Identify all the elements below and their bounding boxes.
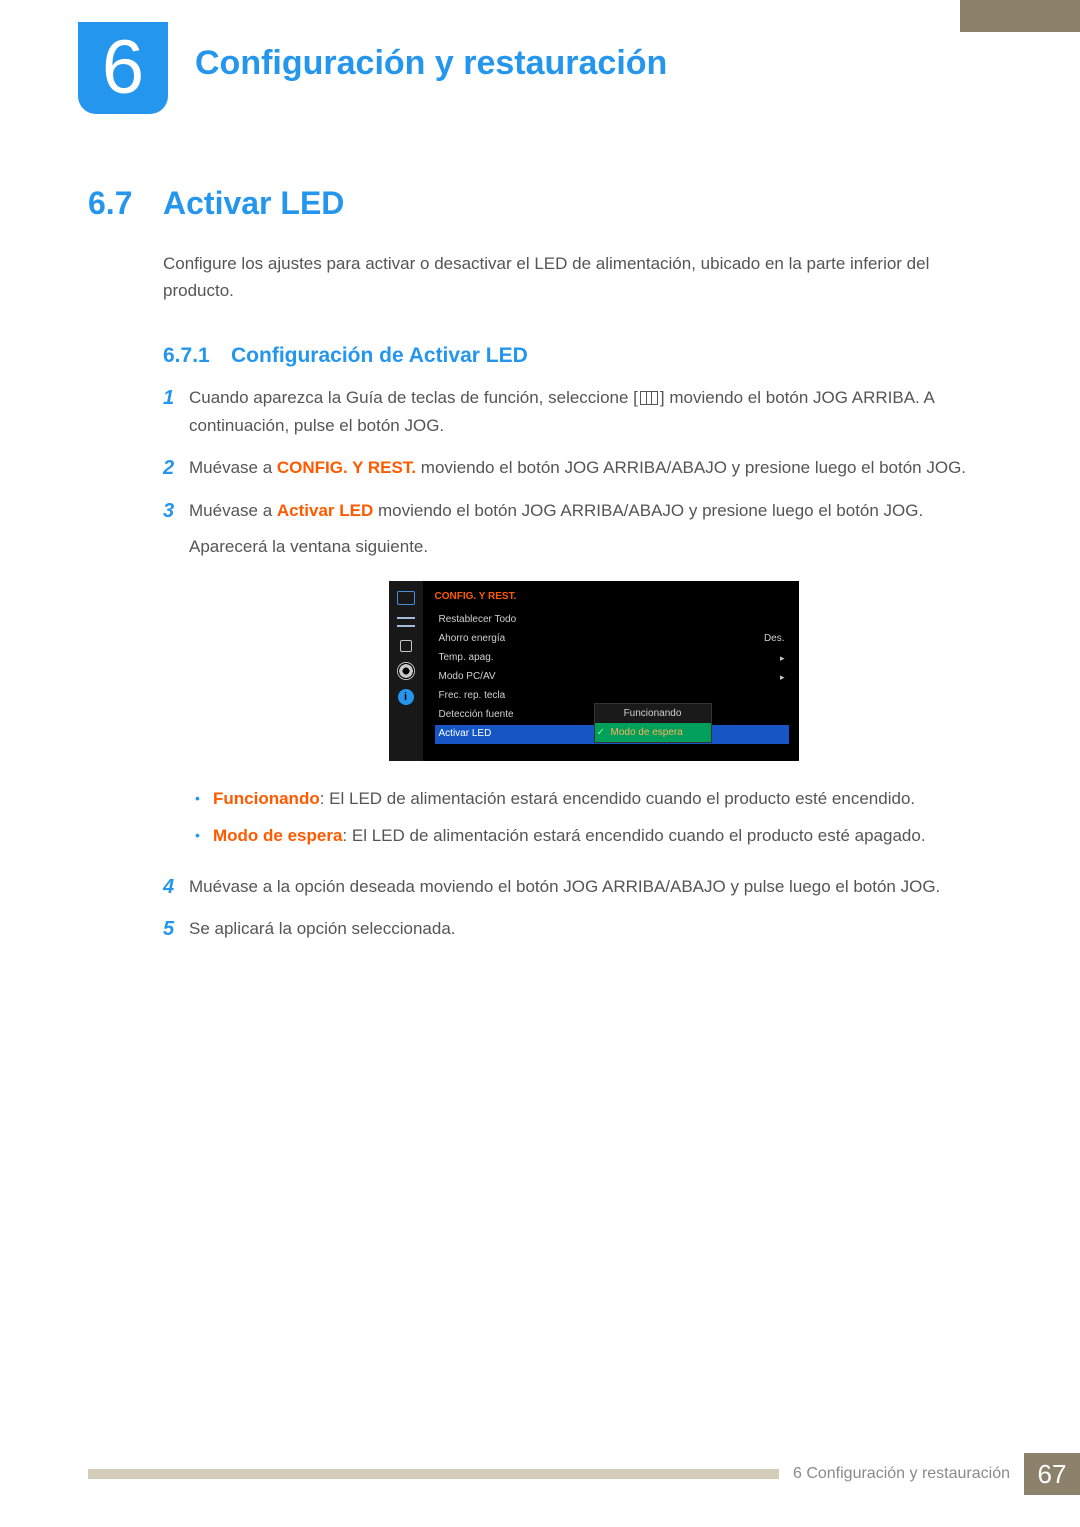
osd-label: Activar LED (439, 726, 492, 743)
step-text: Cuando aparezca la Guía de teclas de fun… (189, 388, 638, 407)
page-footer: 6 Configuración y restauración 67 (88, 1453, 1080, 1495)
chapter-title: Configuración y restauración (195, 44, 667, 83)
step-text: moviendo el botón JOG ARRIBA/ABAJO y pre… (373, 501, 923, 520)
monitor-icon (397, 591, 415, 605)
bullet-term: Modo de espera (213, 826, 342, 845)
osd-label: Ahorro energía (439, 631, 506, 648)
step-number: 4 (163, 873, 189, 901)
page-content: 6.7 Activar LED Configure los ajustes pa… (88, 185, 998, 957)
bullet-text: : El LED de alimentación estará encendid… (320, 789, 915, 808)
menu-icon (640, 391, 658, 405)
chevron-right-icon: ▸ (780, 651, 785, 666)
step-3: 3 Muévase a Activar LED moviendo el botó… (163, 497, 998, 859)
osd-label: Frec. rep. tecla (439, 688, 506, 705)
osd-popup-option-selected: Modo de espera (595, 723, 711, 742)
bullet-text: : El LED de alimentación estará encendid… (342, 826, 925, 845)
chapter-number-badge: 6 (78, 22, 168, 114)
osd-screenshot: i CONFIG. Y REST. Restablecer Todo Ahorr… (389, 581, 799, 761)
osd-row: Temp. apag. ▸ (435, 649, 789, 668)
footer-bar (88, 1469, 779, 1479)
step-text: moviendo el botón JOG ARRIBA/ABAJO y pre… (416, 458, 966, 477)
info-icon: i (398, 689, 414, 705)
footer-page-number: 67 (1024, 1453, 1080, 1495)
osd-label: Restablecer Todo (439, 612, 517, 629)
osd-value: Des. (764, 631, 785, 648)
osd-row: Modo PC/AV ▸ (435, 668, 789, 687)
osd-row: Ahorro energía Des. (435, 630, 789, 649)
step-2: 2 Muévase a CONFIG. Y REST. moviendo el … (163, 454, 998, 482)
top-corner-bar (960, 0, 1080, 32)
osd-popup: Funcionando Modo de espera (594, 703, 712, 743)
list-icon (397, 615, 415, 629)
osd-label: Temp. apag. (439, 650, 494, 667)
step-4: 4 Muévase a la opción deseada moviendo e… (163, 873, 998, 901)
section-intro: Configure los ajustes para activar o des… (163, 250, 998, 304)
step-orange: Activar LED (277, 501, 373, 520)
bullet-item: Funcionando: El LED de alimentación esta… (213, 785, 998, 812)
bullet-item: Modo de espera: El LED de alimentación e… (213, 822, 998, 849)
step-body: Se aplicará la opción seleccionada. (189, 915, 998, 943)
resize-icon (397, 639, 415, 653)
step-body: Muévase a CONFIG. Y REST. moviendo el bo… (189, 454, 998, 482)
step-text: Muévase a (189, 458, 277, 477)
subsection-title: Configuración de Activar LED (231, 344, 528, 368)
option-bullets: Funcionando: El LED de alimentación esta… (189, 785, 998, 849)
step-number: 1 (163, 384, 189, 440)
gear-icon (398, 663, 414, 679)
section-title: Activar LED (163, 185, 344, 222)
step-number: 5 (163, 915, 189, 943)
osd-label: Detección fuente (439, 707, 514, 724)
subsection-heading: 6.7.1 Configuración de Activar LED (163, 344, 998, 368)
step-bold: CONFIG. Y REST. (277, 458, 416, 477)
step-number: 3 (163, 497, 189, 859)
bullet-term: Funcionando (213, 789, 320, 808)
chevron-right-icon: ▸ (780, 670, 785, 685)
step-body: Cuando aparezca la Guía de teclas de fun… (189, 384, 998, 440)
osd-header: CONFIG. Y REST. (435, 589, 789, 606)
step-body: Muévase a Activar LED moviendo el botón … (189, 497, 998, 859)
step-5: 5 Se aplicará la opción seleccionada. (163, 915, 998, 943)
steps-list: 1 Cuando aparezca la Guía de teclas de f… (163, 384, 998, 943)
footer-chapter-label: 6 Configuración y restauración (779, 1465, 1024, 1483)
step-text: Aparecerá la ventana siguiente. (189, 533, 998, 561)
step-text: Muévase a (189, 501, 277, 520)
osd-sidebar: i (389, 581, 423, 761)
osd-label: Modo PC/AV (439, 669, 496, 686)
step-number: 2 (163, 454, 189, 482)
step-body: Muévase a la opción deseada moviendo el … (189, 873, 998, 901)
subsection-number: 6.7.1 (163, 344, 231, 368)
osd-row: Restablecer Todo (435, 611, 789, 630)
osd-popup-option: Funcionando (595, 704, 711, 723)
section-heading: 6.7 Activar LED (88, 185, 998, 222)
step-1: 1 Cuando aparezca la Guía de teclas de f… (163, 384, 998, 440)
section-number: 6.7 (88, 185, 163, 222)
